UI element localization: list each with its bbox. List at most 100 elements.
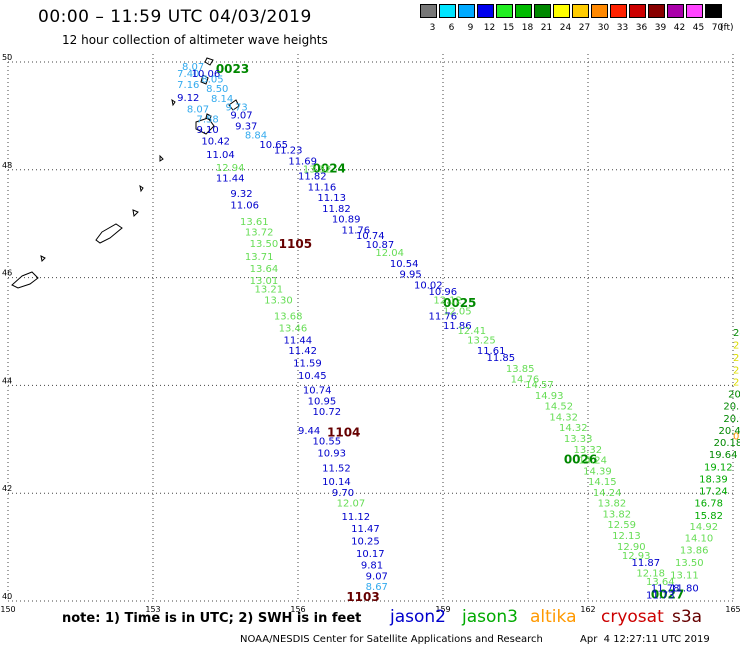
- wave-height-value: 13.50: [250, 239, 279, 250]
- wave-height-value: 13.30: [264, 295, 293, 306]
- wave-height-value: 14.32: [559, 423, 588, 434]
- map-title: 00:00 – 11:59 UTC 04/03/2019: [38, 7, 312, 27]
- scale-swatch: [629, 4, 646, 18]
- lon-tick-label: 153: [145, 605, 160, 614]
- scale-swatch: [591, 4, 608, 18]
- island-10: [40, 255, 46, 263]
- scale-label: 3: [429, 23, 436, 33]
- wave-height-value: 17.24: [699, 486, 728, 497]
- wave-height-value: 15.82: [694, 511, 723, 522]
- wave-height-value: 9.07: [230, 111, 252, 122]
- lat-tick-label: 40: [2, 592, 12, 601]
- scale-swatch: [496, 4, 513, 18]
- wave-height-value: 12.41: [458, 326, 487, 337]
- wave-height-value: 14.39: [583, 466, 612, 477]
- wave-height-value: 12.59: [607, 520, 636, 531]
- scale-label: 9: [467, 23, 474, 33]
- scale-label: 42: [673, 23, 686, 33]
- wave-height-value: 13.61: [240, 217, 269, 228]
- scale-swatch: [534, 4, 551, 18]
- wave-height-value: 10.54: [390, 259, 419, 270]
- wave-height-value: 12.18: [636, 569, 665, 580]
- wave-height-value: 14.15: [588, 477, 617, 488]
- wave-height-value: 12.04: [375, 248, 404, 259]
- wave-height-value: 10.93: [317, 449, 346, 460]
- wave-height-value: 11.16: [308, 182, 337, 193]
- wave-height-value: 10.96: [429, 287, 458, 298]
- legend-s3a: s3a: [672, 607, 703, 627]
- wave-height-value: 14.32: [549, 412, 578, 423]
- scale-swatch: [705, 4, 722, 18]
- pass-labels: 0023 0024 1105 0025 1104 0026 1103 0027: [216, 62, 684, 604]
- wave-height-value: 7.40: [177, 69, 199, 80]
- wave-height-value: 14.52: [545, 402, 574, 413]
- wave-height-value: 9.95: [400, 270, 422, 281]
- island-2: [200, 74, 209, 85]
- lat-tick-label: 42: [2, 484, 12, 493]
- wave-height-value: 9.12: [177, 93, 199, 104]
- wave-height-value: 10.72: [313, 407, 342, 418]
- scale-label: 21: [540, 23, 553, 33]
- wave-height-value: 13.68: [274, 312, 303, 323]
- wave-height-value: 12.90: [617, 542, 646, 553]
- wave-height-value: 14.57: [525, 380, 554, 391]
- wave-height-value: 11.06: [230, 201, 259, 212]
- wave-height-value: 11.47: [351, 524, 380, 535]
- scale-label: 12: [483, 23, 496, 33]
- map-subtitle: 12 hour collection of altimeter wave hei…: [62, 33, 328, 47]
- wave-height-value: 11.86: [443, 321, 472, 332]
- wave-height-value: 12.07: [337, 499, 366, 510]
- wave-height-value: 10.25: [351, 536, 380, 547]
- wave-height-value: 8.07: [187, 105, 209, 116]
- wave-height-value: 10.06: [192, 69, 221, 80]
- wave-height-value: 20.87: [728, 389, 740, 400]
- wave-height-value: 24: [733, 328, 740, 339]
- wave-height-value: 10.55: [313, 437, 342, 448]
- wave-height-value: 10.87: [366, 240, 395, 251]
- wave-height-value: 16.78: [694, 499, 723, 510]
- scale-label: 33: [616, 23, 629, 33]
- pass-id-label: 0024: [313, 161, 346, 175]
- wave-height-value: 11.12: [342, 512, 371, 523]
- pass-id-label: 1103: [346, 590, 379, 604]
- wave-height-value: 11.23: [274, 146, 303, 157]
- scale-label: 30: [597, 23, 610, 33]
- scale-swatch: [686, 4, 703, 18]
- wave-height-value: 11.76: [429, 312, 458, 323]
- wave-height-value: 11.87: [632, 558, 661, 569]
- wave-height-value: 21.: [733, 353, 740, 364]
- wave-height-value: 11.59: [293, 359, 322, 370]
- wave-height-value: 7.16: [177, 80, 199, 91]
- wave-height-value: 8.50: [206, 84, 228, 95]
- wave-height-value: 22: [733, 341, 740, 352]
- wave-height-value: 13.72: [245, 228, 274, 239]
- wave-height-value: 13.32: [574, 445, 603, 456]
- scale-swatch: [667, 4, 684, 18]
- wave-height-value: 13.64: [250, 264, 279, 275]
- wave-height-value: 18.39: [699, 474, 728, 485]
- scale-label: 70: [711, 23, 724, 33]
- legend-cryosat: cryosat: [601, 607, 664, 627]
- wave-height-value: 10.65: [259, 140, 288, 151]
- wave-height-value: 11.44: [284, 335, 313, 346]
- wave-height-value: 8.84: [245, 131, 267, 142]
- island-11: [11, 271, 39, 289]
- scale-swatch: [572, 4, 589, 18]
- wave-height-value: 11.80: [670, 583, 699, 594]
- wave-height-value: 10.45: [298, 371, 327, 382]
- island-6: [171, 98, 176, 107]
- wave-height-value: 11.85: [487, 353, 516, 364]
- wave-height-value: 11.04: [206, 150, 235, 161]
- pass-id-label: 0025: [443, 296, 476, 310]
- wave-height-value: 9.37: [235, 121, 257, 132]
- wave-height-value: 20.29: [723, 402, 740, 413]
- lon-tick-label: 165: [725, 605, 740, 614]
- wave-height-value: 19.64: [709, 450, 738, 461]
- wave-height-value: 13.11: [670, 570, 699, 581]
- scale-swatch: [420, 4, 437, 18]
- scale-label: 18: [521, 23, 534, 33]
- island-4: [195, 117, 215, 135]
- wave-height-value: 11.13: [317, 193, 346, 204]
- lon-tick-label: 150: [0, 605, 15, 614]
